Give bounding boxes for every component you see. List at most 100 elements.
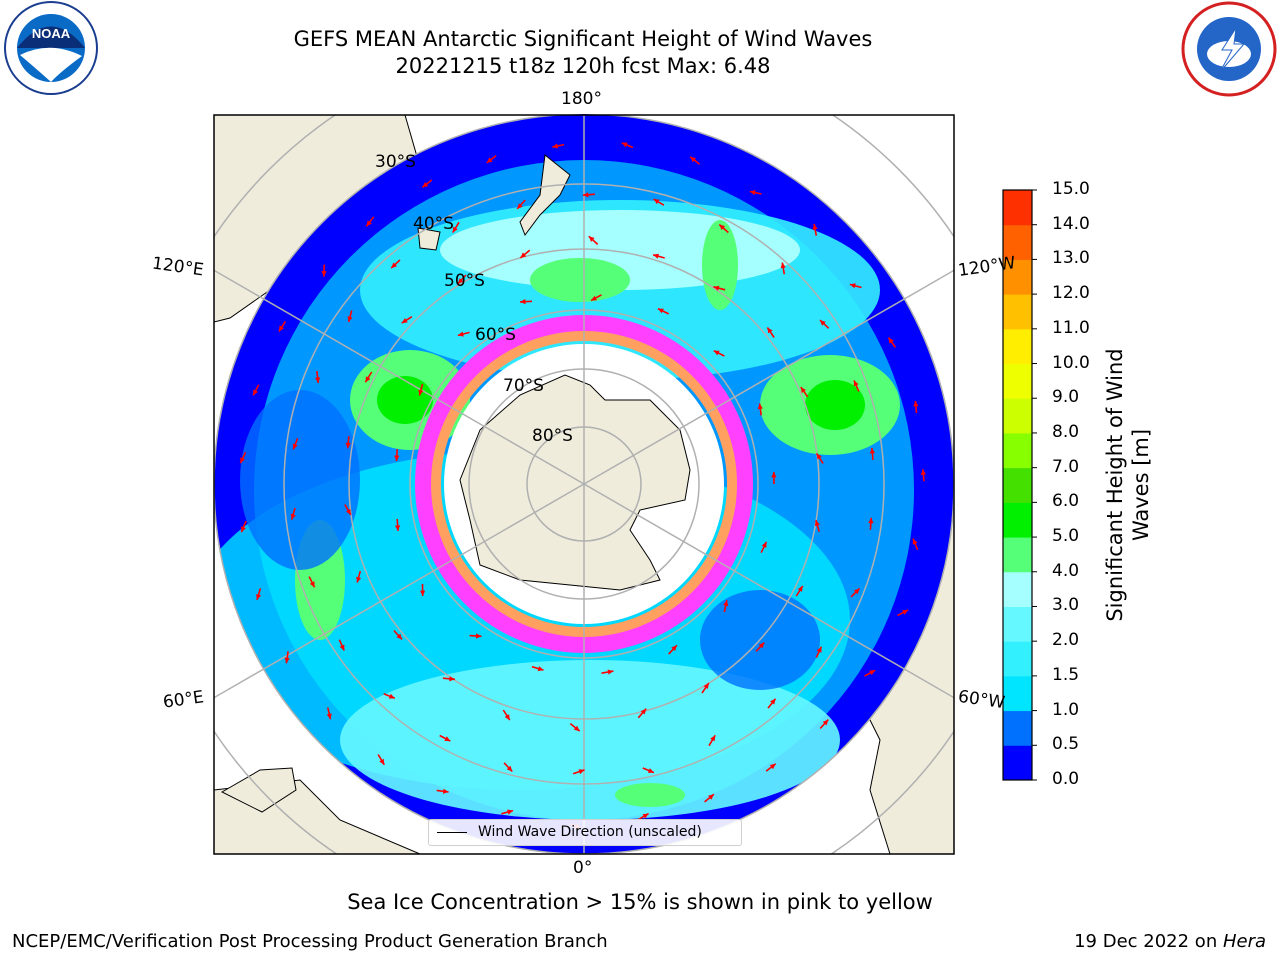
noaa-logo: NOAA <box>4 1 98 95</box>
colorbar-tick-label: 4.0 <box>1052 560 1080 581</box>
colorbar-segment <box>1003 641 1032 677</box>
wind-wave-arrow-head <box>401 318 408 324</box>
wind-wave-arrow-head <box>394 455 400 462</box>
national-weather-service-logo <box>1181 1 1277 97</box>
colorbar-segment <box>1003 467 1032 503</box>
noaa-logo-text: NOAA <box>32 26 71 41</box>
map-frame-border <box>213 114 955 855</box>
wind-wave-arrow-head <box>420 590 426 596</box>
wind-wave-arrow-head <box>449 676 455 682</box>
colorbar-tick-label: 2.0 <box>1052 630 1080 651</box>
wind-wave-arrow-head <box>780 262 786 269</box>
wind-wave-arrow-head <box>315 377 321 383</box>
wind-wave-arrow-head <box>647 768 654 773</box>
wind-wave-arrow-head <box>621 142 628 148</box>
colorbar-tick-label: 12.0 <box>1052 283 1090 304</box>
map-legend: Wind Wave Direction (unscaled) <box>428 819 742 846</box>
footer-date-text: 19 Dec 2022 on <box>1074 931 1223 952</box>
wind-wave-arrow-head <box>365 376 371 383</box>
wind-wave-arrow-head <box>719 224 726 230</box>
wind-wave-arrow-head <box>713 350 720 356</box>
wind-wave-arrow-head <box>240 457 245 464</box>
colorbar-segment <box>1003 190 1032 226</box>
wind-wave-arrow-head <box>797 585 803 592</box>
wind-wave-arrow-head <box>713 285 720 291</box>
wind-wave-arrow-head <box>345 442 351 449</box>
wind-wave-arrow-head <box>457 278 464 284</box>
longitude-label-180: 180° <box>561 89 602 109</box>
wind-wave-arrow-head <box>582 192 589 198</box>
colorbar <box>1002 189 1037 781</box>
madagascar-landmass <box>220 767 297 813</box>
colorbar-tick-label: 14.0 <box>1052 213 1090 234</box>
colorbar-segment <box>1003 432 1032 469</box>
wind-wave-arrow-head <box>853 588 860 595</box>
wind-wave-arrow-head <box>292 443 298 450</box>
wind-wave-arrow-head <box>642 813 649 819</box>
chart-title: GEFS MEAN Antarctic Significant Height o… <box>293 27 873 51</box>
wind-wave-arrow-head <box>418 389 424 396</box>
colorbar-segment <box>1003 294 1032 330</box>
wind-wave-arrow-head <box>820 320 826 326</box>
latitude-label-40s: 40°S <box>413 214 454 234</box>
wind-wave-arrow-head <box>321 271 327 277</box>
graticule <box>214 115 954 854</box>
colorbar-segment <box>1003 502 1032 538</box>
wind-wave-arrow-head <box>758 642 765 649</box>
wind-wave-arrow-head <box>326 713 332 720</box>
colorbar-segment <box>1003 571 1032 607</box>
wind-wave-arrow-head <box>723 600 729 607</box>
wind-wave-arrow-head <box>573 725 580 732</box>
wind-wave-arrow-head <box>816 453 822 460</box>
colorbar-segment <box>1003 710 1032 746</box>
footer-date: 19 Dec 2022 on Hera <box>1074 931 1266 952</box>
new-zealand-landmass <box>519 154 571 237</box>
wind-wave-arrow-head <box>504 714 510 721</box>
colorbar-border <box>1002 189 1033 781</box>
colorbar-segment <box>1003 224 1032 260</box>
wind-wave-arrow-head <box>591 295 597 301</box>
wind-wave-arrow-head <box>241 526 246 533</box>
colorbar-tick-label: 3.0 <box>1052 595 1080 616</box>
tasmania-landmass <box>417 227 441 251</box>
wind-wave-arrow-head <box>444 736 451 742</box>
wind-wave-arrow-head <box>888 337 894 344</box>
wind-wave-arrow-head <box>761 541 767 548</box>
wind-wave-arrow-head <box>256 594 262 600</box>
colorbar-tick-label: 13.0 <box>1052 248 1090 269</box>
wind-wave-arrow-head <box>640 708 647 715</box>
wind-wave-arrow-head <box>452 226 458 233</box>
wind-wave-arrow-head <box>653 253 659 259</box>
colorbar-tick-label: 11.0 <box>1052 317 1090 338</box>
colorbar-tick-label: 1.5 <box>1052 664 1080 685</box>
legend-label: Wind Wave Direction (unscaled) <box>478 824 702 840</box>
colorbar-segment <box>1003 398 1032 434</box>
wind-wave-arrow-head <box>771 472 777 478</box>
latitude-label-80s: 80°S <box>532 426 573 446</box>
wind-wave-arrow-head <box>920 469 926 475</box>
antarctica-landmass <box>459 374 691 591</box>
colorbar-tick-label: 6.0 <box>1052 491 1080 512</box>
wind-wave-arrow-head <box>814 520 820 527</box>
wind-wave-arrow-head <box>486 157 493 163</box>
wind-wave-arrow-head <box>457 331 464 337</box>
wind-wave-arrow-head <box>769 763 776 770</box>
wind-wave-arrow-head <box>506 765 513 772</box>
wind-wave-arrow-head <box>853 380 859 387</box>
wind-wave-arrow-head <box>816 646 822 653</box>
wind-wave-arrow-head <box>690 156 696 163</box>
colorbar-tick-label: 8.0 <box>1052 421 1080 442</box>
wind-wave-arrow-head <box>391 262 397 269</box>
wind-wave-arrow-head <box>396 633 402 640</box>
wind-wave-arrow-head <box>822 719 829 726</box>
wind-wave-arrow-head <box>507 809 513 815</box>
wind-wave-arrow-head <box>812 223 818 230</box>
wind-wave-arrow-head <box>912 538 918 545</box>
wind-wave-arrow-head <box>442 788 449 794</box>
wind-wave-arrow-head <box>800 387 806 393</box>
wind-wave-arrow-head <box>902 609 909 615</box>
chart-subtitle: 20221215 t18z 120h fcst Max: 6.48 <box>395 54 771 78</box>
wind-wave-arrow-head <box>388 693 395 699</box>
footer-branch: NCEP/EMC/Verification Post Processing Pr… <box>12 931 608 952</box>
